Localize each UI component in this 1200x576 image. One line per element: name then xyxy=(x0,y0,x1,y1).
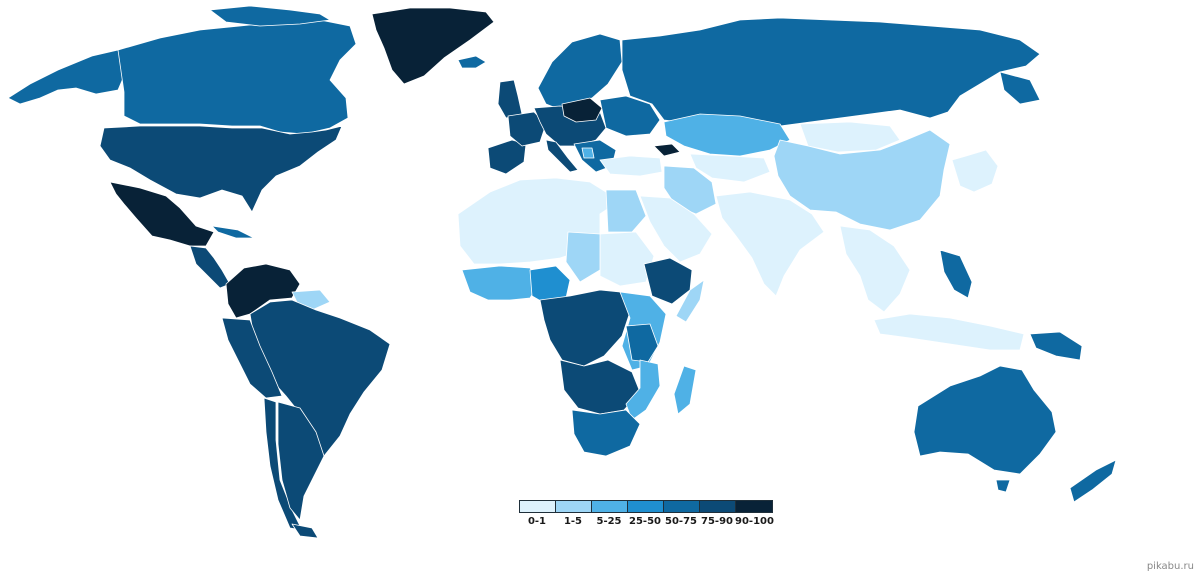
region-southern-africa xyxy=(571,409,641,457)
region-arabia xyxy=(639,195,713,263)
region-mexico xyxy=(109,181,215,247)
region-madagascar xyxy=(673,365,697,415)
region-brazil xyxy=(249,299,391,457)
region-southeast-asia xyxy=(839,225,911,313)
region-scandinavia xyxy=(537,33,623,109)
region-chad xyxy=(565,231,601,283)
region-sudan xyxy=(599,231,655,287)
legend-label: 75-90 xyxy=(701,516,733,527)
legend-swatch xyxy=(664,501,700,512)
region-cuba xyxy=(211,225,255,239)
legend-swatch xyxy=(628,501,664,512)
region-argentina xyxy=(277,401,325,521)
region-iceland xyxy=(457,55,487,69)
legend-label: 90-100 xyxy=(735,516,774,527)
legend-swatch xyxy=(700,501,736,512)
region-new-zealand xyxy=(1069,459,1117,503)
region-central-america xyxy=(189,245,231,289)
region-canada xyxy=(117,19,357,135)
region-uk xyxy=(497,79,523,119)
region-canada-arctic-islands xyxy=(209,5,331,27)
region-indonesia xyxy=(873,313,1025,351)
region-alaska xyxy=(7,49,129,105)
region-mozambique xyxy=(625,359,661,421)
legend-swatch xyxy=(556,501,592,512)
region-west-africa xyxy=(461,265,541,301)
region-italy xyxy=(545,139,579,173)
region-south-asia xyxy=(715,191,825,297)
region-iberia xyxy=(487,139,527,175)
legend-label: 5-25 xyxy=(596,516,622,527)
region-kazakhstan xyxy=(663,113,791,157)
region-australia xyxy=(913,365,1057,475)
region-tasmania xyxy=(995,479,1011,493)
region-usa xyxy=(99,125,343,213)
region-somalia xyxy=(675,279,705,323)
region-korea-japan xyxy=(951,149,999,193)
region-turkey xyxy=(599,155,663,177)
region-caucasus xyxy=(653,143,681,157)
region-ukraine-belarus xyxy=(599,95,661,137)
region-peru-bolivia xyxy=(221,317,283,399)
watermark: pikabu.ru xyxy=(1146,561,1194,572)
region-iran xyxy=(663,165,717,215)
legend-swatches xyxy=(519,500,773,513)
legend-swatch xyxy=(520,501,556,512)
region-russia xyxy=(621,17,1041,127)
region-tierra-del-fuego xyxy=(291,523,319,539)
legend: 0-1 1-5 5-25 25-50 50-75 75-90 90-100 xyxy=(519,500,774,530)
legend-label: 0-1 xyxy=(527,516,547,527)
region-poland xyxy=(561,97,603,123)
region-tanzania xyxy=(625,323,659,363)
legend-swatch xyxy=(736,501,772,512)
region-egypt xyxy=(605,189,647,233)
region-kamchatka xyxy=(999,71,1041,105)
legend-label: 25-50 xyxy=(629,516,661,527)
legend-labels: 0-1 1-5 5-25 25-50 50-75 75-90 90-100 xyxy=(519,516,774,527)
region-central-africa xyxy=(539,289,631,367)
region-china xyxy=(773,129,951,231)
region-greenland xyxy=(371,7,495,85)
legend-swatch xyxy=(592,501,628,512)
legend-label: 50-75 xyxy=(665,516,697,527)
region-serbia xyxy=(581,147,595,159)
region-philippines xyxy=(939,249,973,299)
region-colombia-venezuela xyxy=(225,263,301,319)
region-papua-new-guinea xyxy=(1029,331,1083,361)
legend-label: 1-5 xyxy=(563,516,583,527)
region-central-asia xyxy=(689,153,771,183)
region-france xyxy=(507,111,547,147)
